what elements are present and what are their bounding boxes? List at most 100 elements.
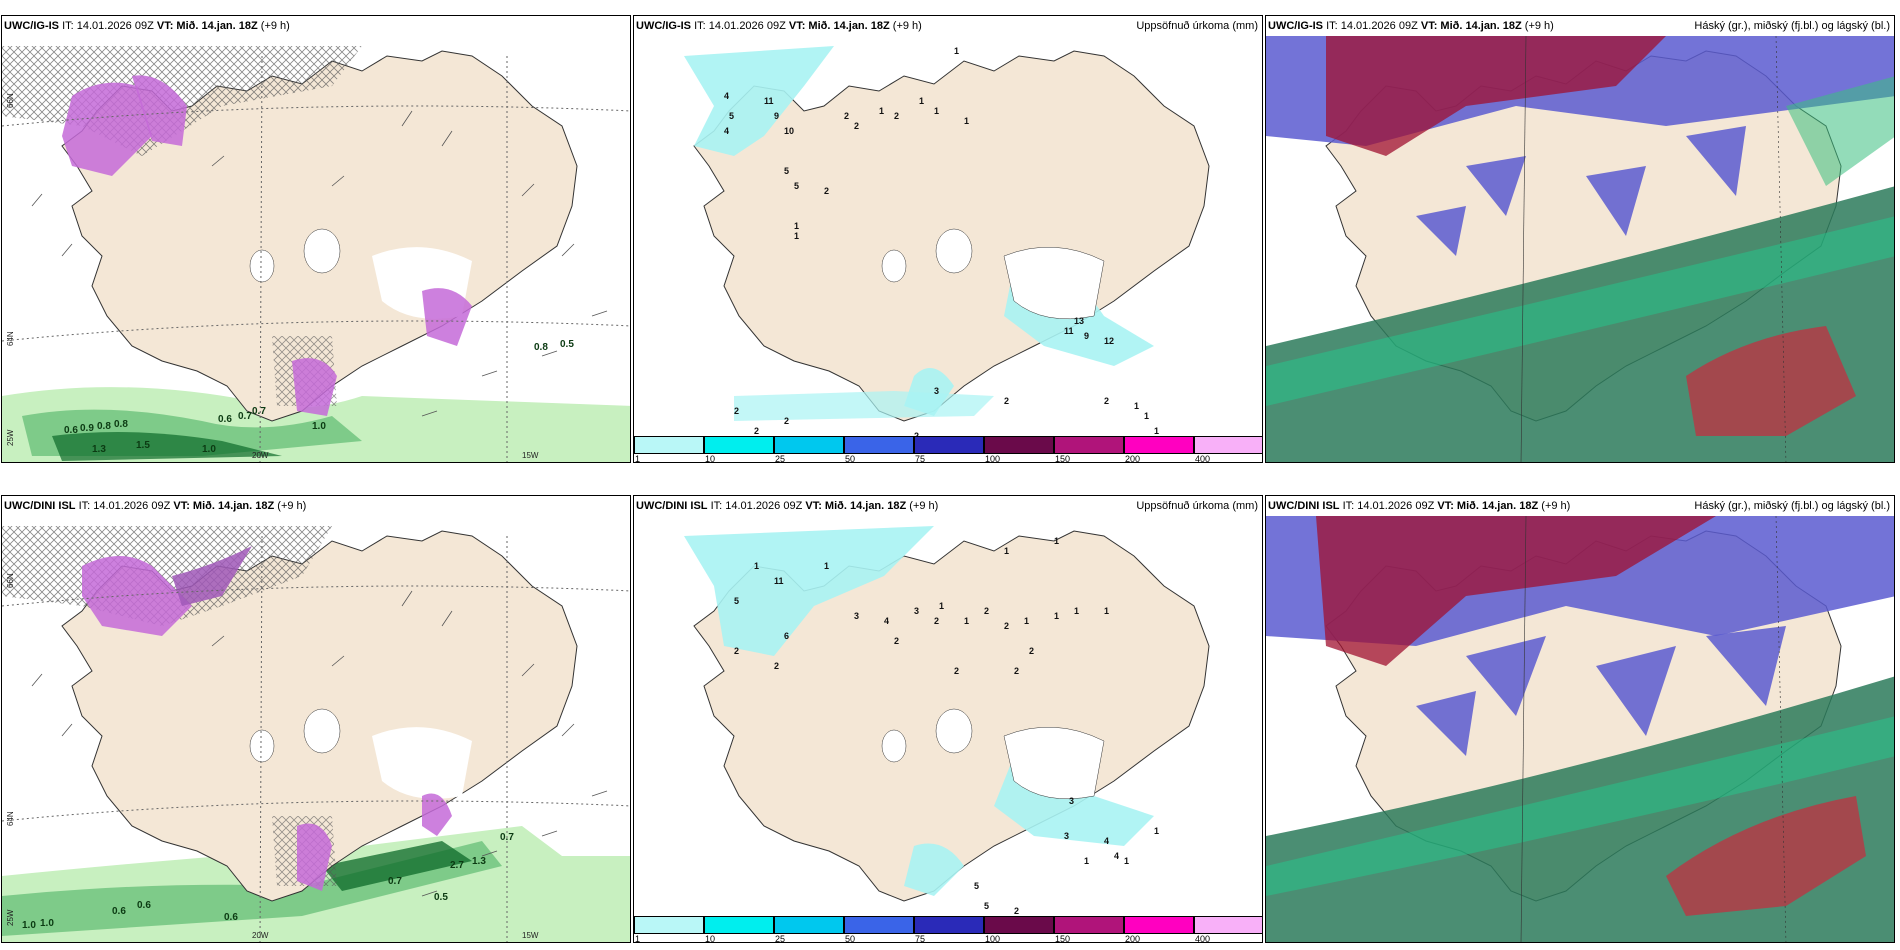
precip-value: 1 bbox=[1004, 546, 1010, 556]
panel-wind-dini: UWC/DINI ISL IT: 14.01.2026 09Z VT: Mið.… bbox=[1, 495, 631, 943]
valid-time: VT: Mið. 14.jan. 18Z bbox=[805, 500, 907, 512]
precip-value: 11 bbox=[764, 96, 774, 106]
colorbar-label: 50 bbox=[845, 934, 856, 943]
precip-value: 2 bbox=[734, 646, 740, 656]
colorbar-swatch bbox=[914, 436, 984, 454]
lon-label-25w: 25W bbox=[6, 429, 15, 446]
precip-value: 2 bbox=[984, 606, 990, 616]
lead-time: (+9 h) bbox=[260, 20, 290, 32]
precip-value: 12 bbox=[1104, 336, 1115, 346]
lat-label-64n: 64N bbox=[6, 811, 15, 826]
panel-title: UWC/DINI ISL IT: 14.01.2026 09Z VT: Mið.… bbox=[1268, 500, 1570, 512]
precip-title: Uppsöfnuð úrkoma (mm) bbox=[1136, 500, 1258, 512]
precip-value: 1 bbox=[1154, 826, 1160, 836]
model-name: UWC/DINI ISL bbox=[636, 500, 708, 512]
valid-time: VT: Mið. 14.jan. 18Z bbox=[173, 500, 275, 512]
colorbar-swatch bbox=[774, 436, 844, 454]
precip-value: 1 bbox=[939, 601, 945, 611]
precip-value: 2 bbox=[784, 416, 790, 426]
init-time: IT: 14.01.2026 09Z bbox=[62, 20, 154, 32]
colorbar-swatch bbox=[704, 436, 774, 454]
precip-value: 2 bbox=[1004, 621, 1010, 631]
precip-value: 2 bbox=[774, 661, 780, 671]
colorbar-label: 200 bbox=[1125, 934, 1141, 943]
precip-value: 5 bbox=[729, 111, 735, 121]
colorbar-label: 75 bbox=[915, 454, 926, 463]
colorbar-swatch bbox=[1054, 436, 1124, 454]
lon-label-25w: 25W bbox=[6, 909, 15, 926]
init-time: IT: 14.01.2026 09Z bbox=[1342, 500, 1435, 512]
colorbar-label: 1 bbox=[635, 454, 641, 463]
precip-value: 4 bbox=[1114, 851, 1120, 861]
cloud-map bbox=[1266, 496, 1894, 942]
precip-value: 3 bbox=[934, 386, 940, 396]
precip-value: 6 bbox=[784, 631, 790, 641]
precip-value: 1 bbox=[964, 616, 970, 626]
colorbar-swatch bbox=[1194, 436, 1262, 454]
wind-map bbox=[2, 496, 630, 942]
precip-value: 4 bbox=[724, 91, 730, 101]
precip-value: 13 bbox=[1074, 316, 1085, 326]
precip-value: 9 bbox=[1084, 331, 1090, 341]
colorbar-swatch bbox=[914, 916, 984, 934]
precip-value: 1 bbox=[754, 561, 760, 571]
precip-value: 2 bbox=[1029, 646, 1035, 656]
panel-title: UWC/IG-IS IT: 14.01.2026 09Z VT: Mið. 14… bbox=[636, 20, 922, 32]
precip-value: 1 bbox=[1054, 536, 1060, 546]
wind-value: 0.8 bbox=[114, 419, 128, 430]
colorbar-swatch bbox=[1124, 436, 1194, 454]
lat-label-66n: 66N bbox=[6, 93, 15, 108]
colorbar-swatch bbox=[704, 916, 774, 934]
colorbar: 1 10 25 50 75 100 150 200 400 bbox=[634, 436, 1262, 463]
init-time: IT: 14.01.2026 09Z bbox=[694, 20, 786, 32]
precip-value: 1 bbox=[919, 96, 925, 106]
precip-value: 4 bbox=[884, 616, 890, 626]
model-name: UWC/DINI ISL bbox=[4, 500, 76, 512]
lead-time: (+9 h) bbox=[277, 500, 307, 512]
colorbar-label: 1 bbox=[635, 934, 641, 943]
precip-value: 1 bbox=[1054, 611, 1060, 621]
precip-value: 2 bbox=[954, 666, 960, 676]
precip-value: 1 bbox=[964, 116, 970, 126]
lon-label-20w: 20W bbox=[252, 451, 269, 460]
precip-value: 2 bbox=[754, 426, 760, 436]
colorbar-swatch bbox=[634, 436, 704, 454]
wind-value: 1.3 bbox=[92, 444, 106, 455]
precip-value: 1 bbox=[1154, 426, 1160, 436]
precip-value: 1 bbox=[1024, 616, 1030, 626]
colorbar-swatch bbox=[844, 436, 914, 454]
valid-time: VT: Mið. 14.jan. 18Z bbox=[788, 20, 890, 32]
init-time: IT: 14.01.2026 09Z bbox=[710, 500, 803, 512]
precip-value: 5 bbox=[974, 881, 980, 891]
init-time: IT: 14.01.2026 09Z bbox=[78, 500, 171, 512]
panel-wind-igis: UWC/IG-IS IT: 14.01.2026 09Z VT: Mið. 14… bbox=[1, 15, 631, 463]
precip-value: 1 bbox=[1124, 856, 1130, 866]
wind-value: 0.7 bbox=[252, 406, 266, 417]
panel-title: UWC/DINI ISL IT: 14.01.2026 09Z VT: Mið.… bbox=[4, 500, 306, 512]
colorbar-swatch bbox=[1124, 916, 1194, 934]
colorbar-label: 150 bbox=[1055, 454, 1071, 463]
wind-value: 0.7 bbox=[500, 832, 514, 843]
precip-value: 2 bbox=[844, 111, 850, 121]
wind-value: 0.6 bbox=[112, 906, 126, 917]
panel-precip-igis: UWC/IG-IS IT: 14.01.2026 09Z VT: Mið. 14… bbox=[633, 15, 1263, 463]
precip-value: 5 bbox=[984, 901, 990, 911]
lead-time: (+9 h) bbox=[1541, 500, 1571, 512]
init-time: IT: 14.01.2026 09Z bbox=[1326, 20, 1418, 32]
model-name: UWC/DINI ISL bbox=[1268, 500, 1340, 512]
colorbar-label: 25 bbox=[775, 934, 786, 943]
precip-value: 4 bbox=[724, 126, 730, 136]
wind-value: 2.7 bbox=[450, 860, 464, 871]
cloud-title: Háský (gr.), miðský (fj.bl.) og lágský (… bbox=[1694, 500, 1890, 512]
precip-value: 1 bbox=[1074, 606, 1080, 616]
precip-value: 9 bbox=[774, 111, 780, 121]
colorbar-label: 75 bbox=[915, 934, 926, 943]
precip-value: 2 bbox=[824, 186, 830, 196]
colorbar-label: 400 bbox=[1195, 454, 1211, 463]
wind-value: 0.6 bbox=[137, 900, 151, 911]
precip-title: Uppsöfnuð úrkoma (mm) bbox=[1136, 20, 1258, 32]
wind-map bbox=[2, 16, 630, 462]
lon-label-15w: 15W bbox=[522, 931, 539, 940]
precip-value: 2 bbox=[934, 616, 940, 626]
panel-cloud-igis: UWC/IG-IS IT: 14.01.2026 09Z VT: Mið. 14… bbox=[1265, 15, 1895, 463]
